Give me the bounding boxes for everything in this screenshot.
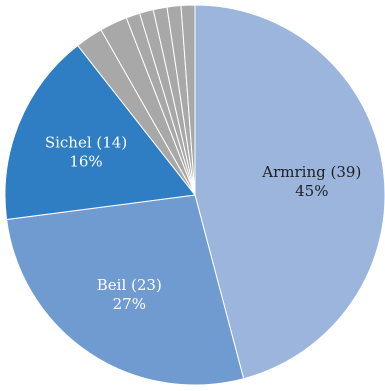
pie-slices — [4, 4, 385, 386]
slice-percent-label: 45% — [295, 182, 328, 200]
pie-slice — [194, 4, 385, 380]
slice-percent-label: 27% — [113, 295, 146, 313]
pie-labels: Armring (39)45% Beil (23)27% Sichel (14)16… — [45, 133, 362, 312]
slice-label: Armring (39) — [261, 163, 361, 181]
slice-label: Beil (23) — [97, 276, 162, 294]
pie-slice — [180, 4, 196, 196]
pie-slice — [6, 194, 245, 386]
slice-percent-label: 16% — [69, 152, 102, 170]
slice-label: Sichel (14) — [45, 133, 127, 151]
pie-slice — [4, 44, 196, 221]
